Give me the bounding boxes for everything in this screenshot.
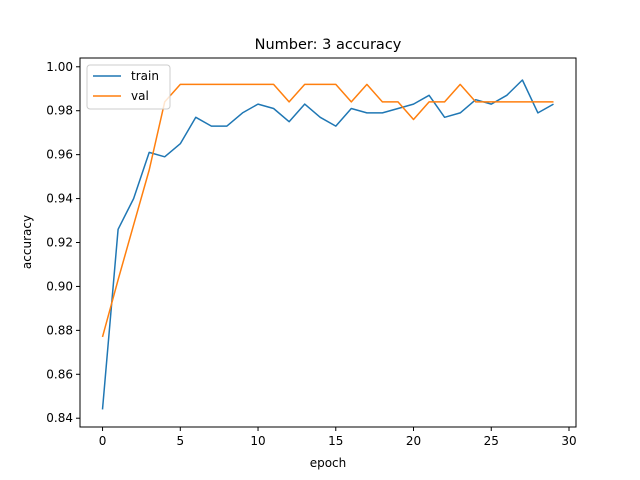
plot-lines	[101, 79, 554, 410]
y-axis-label: accuracy	[20, 215, 34, 269]
y-tick-label: 0.94	[46, 192, 73, 206]
y-tick-label: 0.90	[46, 279, 73, 293]
chart-title: Number: 3 accuracy	[255, 37, 402, 53]
x-tick-label: 0	[99, 434, 107, 448]
y-tick-label: 0.98	[46, 104, 73, 118]
y-tick-label: 0.96	[46, 148, 73, 162]
axes-frame	[79, 57, 577, 428]
x-tick-label: 5	[176, 434, 184, 448]
legend-label-val: val	[131, 89, 149, 103]
ticks: 0 5 10 15 20 25 30 0.84 0.86 0.88 0.90 0.92 0.94 0.96…	[46, 60, 576, 448]
legend: train val	[86, 64, 171, 110]
y-tick-label: 0.86	[46, 367, 73, 381]
y-tick-label: 0.84	[46, 411, 73, 425]
y-tick-label: 0.88	[46, 323, 73, 337]
legend-label-train: train	[131, 69, 159, 83]
x-tick-label: 25	[484, 434, 499, 448]
x-tick-label: 15	[328, 434, 343, 448]
series-line-val	[101, 83, 554, 338]
series-line-train	[101, 79, 554, 410]
x-axis-label: epoch	[310, 456, 347, 470]
x-tick-label: 10	[250, 434, 265, 448]
x-tick-label: 30	[561, 434, 576, 448]
x-tick-label: 20	[406, 434, 421, 448]
y-tick-label: 0.92	[46, 236, 73, 250]
y-tick-label: 1.00	[46, 60, 73, 74]
